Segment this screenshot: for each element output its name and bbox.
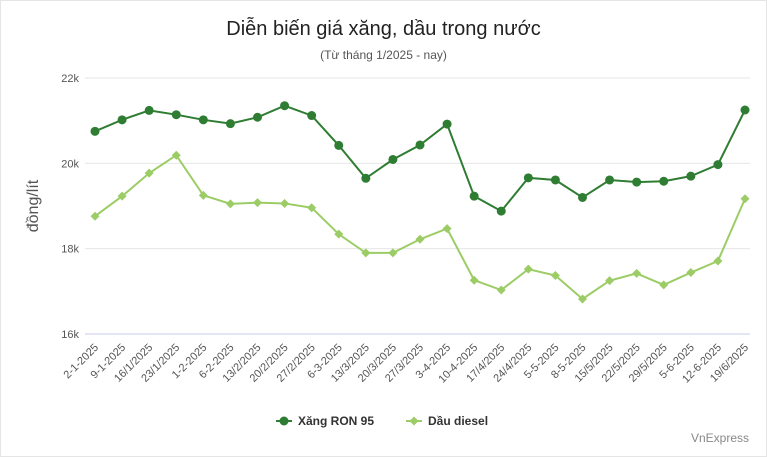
data-point: [171, 150, 181, 160]
data-point: [605, 175, 615, 185]
legend-marker: [279, 416, 289, 426]
data-point: [415, 234, 425, 244]
data-point: [117, 115, 127, 125]
data-point: [361, 248, 371, 258]
data-point: [90, 126, 100, 136]
data-point: [469, 275, 479, 285]
data-point: [740, 194, 750, 204]
data-point: [225, 119, 235, 129]
data-point: [605, 276, 615, 286]
data-point: [280, 198, 290, 208]
data-point: [740, 105, 750, 115]
legend-label: Dầu diesel: [428, 414, 488, 428]
data-point: [117, 191, 127, 201]
data-point: [225, 199, 235, 209]
data-point: [713, 256, 723, 266]
y-tick-label: 16k: [61, 329, 79, 341]
data-point: [334, 140, 344, 150]
data-point: [198, 190, 208, 200]
data-point: [496, 285, 506, 295]
data-point: [388, 248, 398, 258]
legend-marker: [409, 416, 419, 426]
data-point: [523, 264, 533, 274]
data-point: [578, 192, 587, 202]
y-tick-label: 20k: [61, 158, 79, 170]
data-point: [550, 175, 560, 185]
data-point: [144, 105, 154, 115]
data-point: [361, 173, 371, 183]
data-point: [550, 271, 560, 281]
data-point: [280, 101, 290, 111]
data-point: [659, 280, 669, 290]
data-point: [144, 168, 154, 178]
data-point: [90, 211, 100, 221]
data-point: [253, 198, 262, 208]
y-axis-label: đồng/lít: [25, 179, 42, 232]
data-point: [415, 140, 425, 150]
data-point: [523, 173, 533, 183]
y-tick-label: 22k: [61, 73, 79, 85]
legend-label: Xăng RON 95: [298, 414, 374, 428]
data-point: [388, 154, 398, 164]
data-point: [632, 177, 642, 187]
data-point: [578, 294, 587, 304]
data-point: [686, 171, 696, 181]
data-point: [307, 203, 317, 213]
data-point: [442, 119, 452, 129]
data-point: [659, 176, 669, 186]
chart-title: Diễn biến giá xăng, dầu trong nước: [226, 18, 541, 40]
source-credit: VnExpress: [690, 431, 749, 445]
data-point: [171, 110, 181, 120]
data-point: [442, 224, 452, 234]
chart-subtitle: (Từ tháng 1/2025 - nay): [320, 48, 447, 62]
series-line: [94, 153, 746, 301]
y-tick-label: 18k: [61, 244, 79, 256]
series-line: [94, 104, 746, 213]
data-point: [713, 160, 723, 170]
data-point: [198, 115, 208, 125]
data-point: [469, 191, 479, 201]
data-point: [253, 112, 262, 122]
data-point: [632, 268, 642, 278]
data-point: [307, 111, 317, 121]
data-point: [334, 229, 344, 239]
data-point: [686, 268, 696, 278]
data-point: [496, 206, 506, 216]
